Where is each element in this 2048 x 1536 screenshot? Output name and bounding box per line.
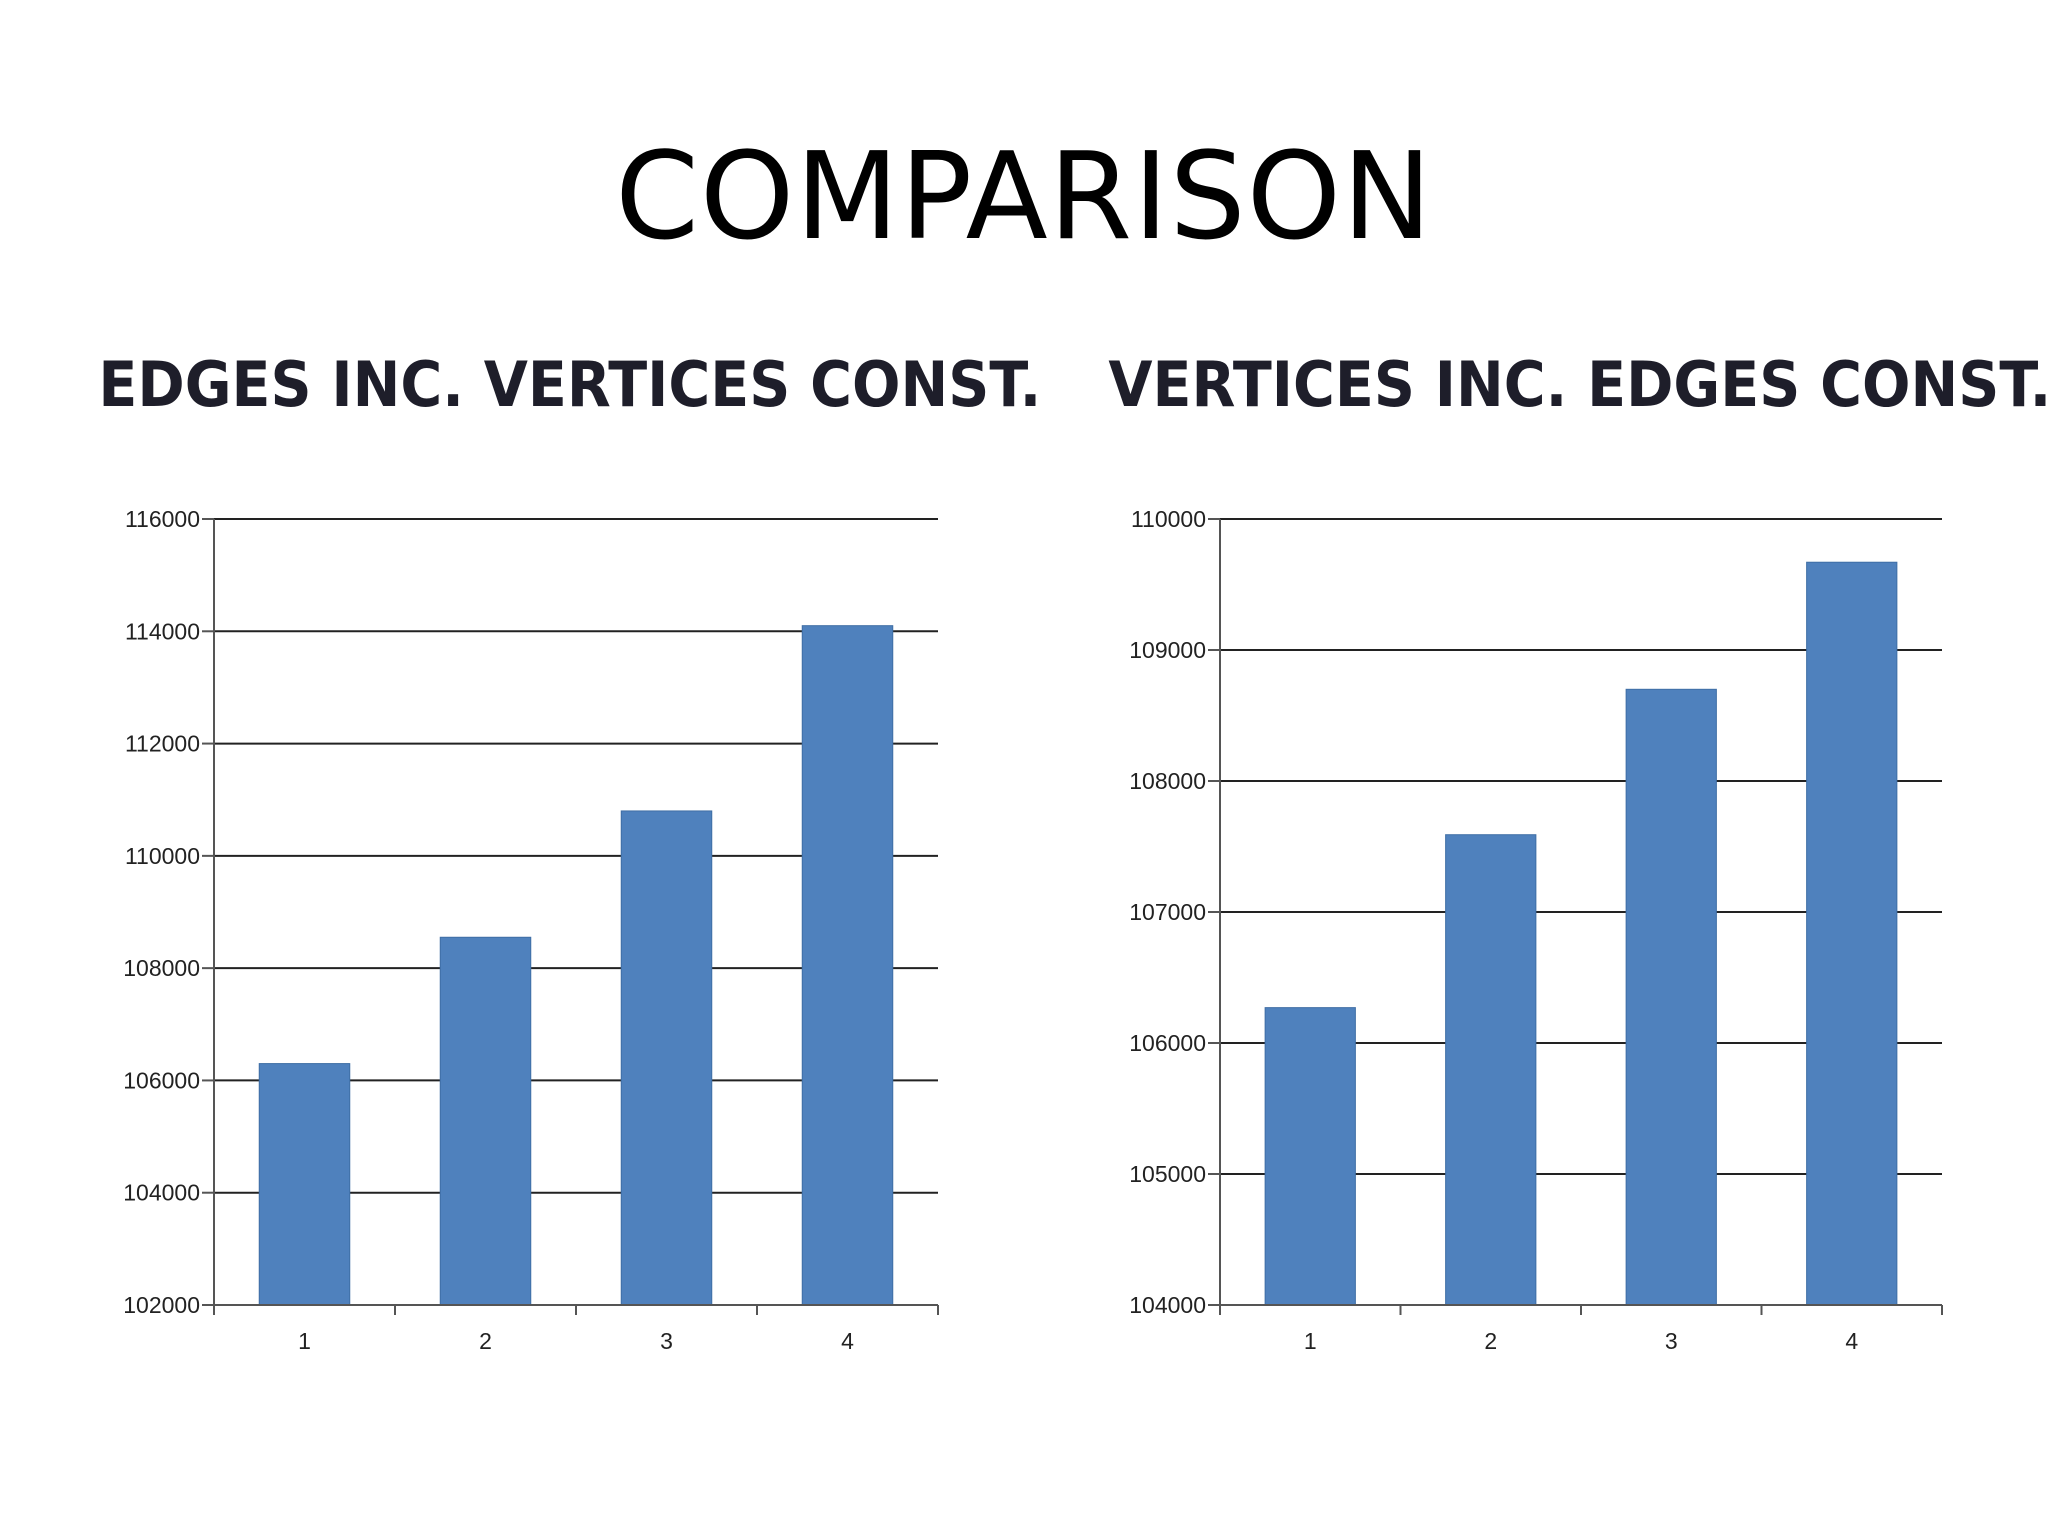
bar-2 xyxy=(439,936,532,1306)
y-tick-label: 104000 xyxy=(123,1180,200,1206)
bar-4 xyxy=(801,625,894,1306)
y-tick-label: 107000 xyxy=(1129,899,1206,925)
chart-title-left: EDGES INC. VERTICES CONST. xyxy=(98,348,1042,421)
x-tick-label: 4 xyxy=(1845,1328,1858,1354)
y-tick-label: 106000 xyxy=(1129,1030,1206,1056)
y-tick-label: 102000 xyxy=(123,1292,200,1318)
x-tick-label: 3 xyxy=(1665,1328,1678,1354)
x-tick-label: 2 xyxy=(1484,1328,1497,1354)
y-tick-label: 106000 xyxy=(123,1067,200,1093)
y-tick-label: 108000 xyxy=(1129,768,1206,794)
y-tick-label: 109000 xyxy=(1129,637,1206,663)
chart-title-right: VERTICES INC. EDGES CONST. xyxy=(1108,348,2048,421)
x-tick-label: 1 xyxy=(1304,1328,1317,1354)
x-tick-label: 3 xyxy=(660,1328,673,1354)
x-tick-label: 1 xyxy=(298,1328,311,1354)
y-tick-label: 110000 xyxy=(1131,506,1206,532)
y-tick-label: 110000 xyxy=(125,843,200,869)
slide-title: COMPARISON xyxy=(615,128,1433,267)
bar-1 xyxy=(1264,1007,1356,1306)
bar-chart-left: 102000 104000 106000 108000 110000 112000 1140… xyxy=(123,506,939,1354)
bar-chart-right: 104000 105000 106000 107000 108000 109000 1100… xyxy=(1129,506,1943,1354)
y-tick-label: 114000 xyxy=(125,618,200,644)
y-tick-label: 112000 xyxy=(125,731,200,757)
bar-1 xyxy=(258,1063,351,1306)
bar-4 xyxy=(1806,561,1898,1306)
y-tick-label: 108000 xyxy=(123,955,200,981)
x-tick-label: 2 xyxy=(479,1328,492,1354)
y-tick-label: 105000 xyxy=(1129,1161,1206,1187)
bar-3 xyxy=(1625,688,1717,1306)
bar-3 xyxy=(620,810,713,1306)
y-tick-label: 104000 xyxy=(1129,1292,1206,1318)
x-tick-label: 4 xyxy=(841,1328,854,1354)
y-tick-label: 116000 xyxy=(125,506,200,532)
bar-2 xyxy=(1445,834,1537,1306)
